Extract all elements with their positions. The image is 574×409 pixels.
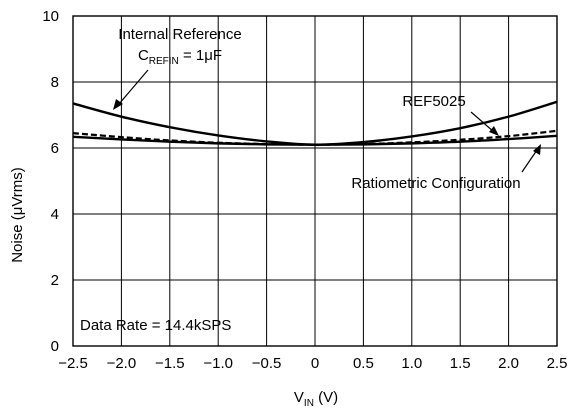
- crefin-label: CREFIN = 1μF: [138, 47, 222, 67]
- series-ref5025-line: [72, 129, 558, 146]
- x-tick-label: 0.5: [353, 355, 374, 372]
- ref5025-arrowhead: [489, 126, 499, 136]
- y-axis-title: Noise (μVrms): [9, 167, 26, 263]
- plot-frame: [72, 15, 558, 347]
- x-tick-label: 2.0: [498, 355, 519, 372]
- ratiometric-arrowhead: [533, 144, 541, 155]
- internal-reference-arrow: [118, 69, 149, 105]
- y-tick-label: 0: [51, 338, 59, 355]
- y-tick-label: 10: [42, 8, 59, 25]
- internal-reference-label: Internal Reference: [118, 26, 241, 43]
- ref5025-label: REF5025: [402, 93, 465, 110]
- series-layer: [72, 100, 558, 146]
- y-tick-label: 2: [51, 272, 59, 289]
- series-ratiometric-configuration-line: [72, 134, 558, 146]
- x-tick-label: 2.5: [547, 355, 568, 372]
- data-rate-label: Data Rate = 14.4kSPS: [80, 317, 231, 334]
- y-tick-label: 6: [51, 140, 59, 157]
- x-tick-label: 1.5: [450, 355, 471, 372]
- y-tick-label: 4: [51, 206, 59, 223]
- x-tick-label: −0.5: [252, 355, 282, 372]
- y-tick-label: 8: [51, 74, 59, 91]
- x-axis-title: VIN (V): [294, 389, 338, 409]
- ratiometric-label: Ratiometric Configuration: [351, 175, 520, 192]
- internal-reference-arrowhead: [113, 99, 123, 110]
- x-tick-label: −2.5: [58, 355, 88, 372]
- x-tick-label: 1.0: [401, 355, 422, 372]
- ratiometric-arrow: [521, 149, 538, 173]
- tick-labels: −2.5 −2.0 −1.5 −1.0 −0.5 0 0.5 1.0 1.5 2.0 2.5 0 2 4 6…: [42, 8, 567, 372]
- x-tick-label: −1.5: [155, 355, 185, 372]
- x-tick-label: −2.0: [107, 355, 137, 372]
- x-tick-label: 0: [311, 355, 319, 372]
- ref5025-arrow: [470, 111, 495, 133]
- x-tick-label: −1.0: [203, 355, 233, 372]
